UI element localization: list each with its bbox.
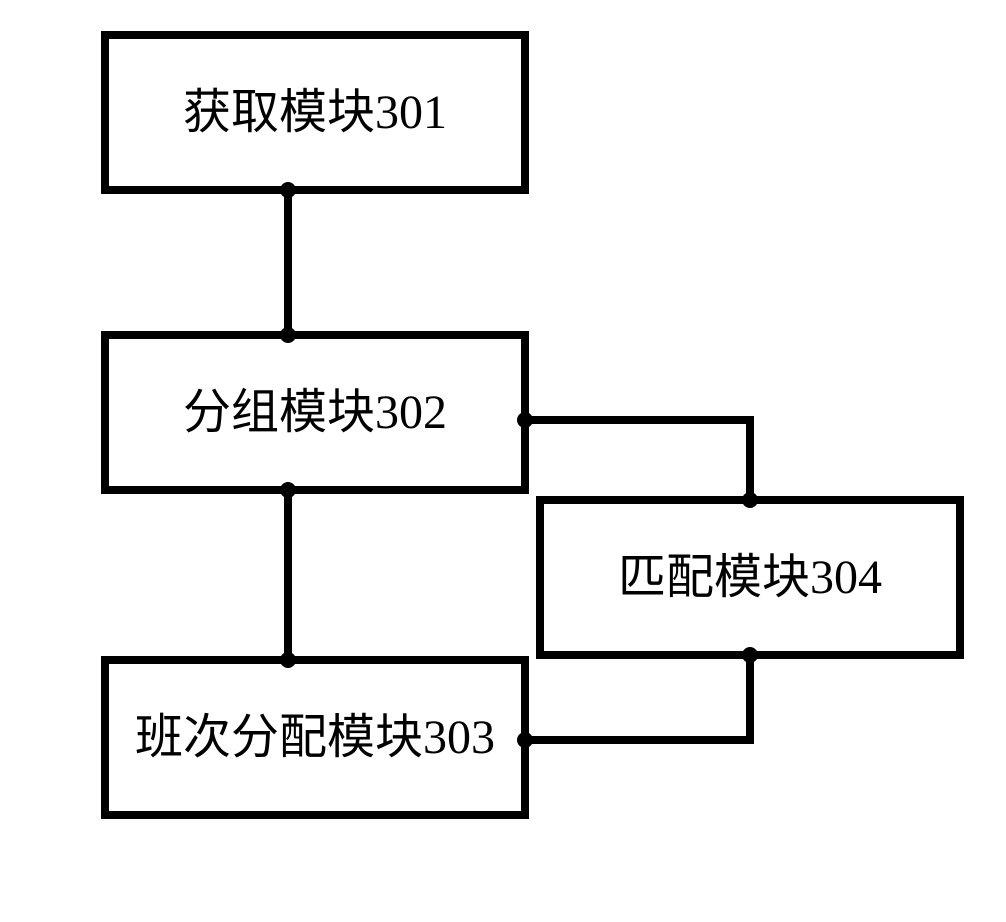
- junction-dot: [280, 182, 296, 198]
- junction-dot: [280, 652, 296, 668]
- node-n304-label: 匹配模块304: [618, 551, 882, 604]
- junction-dot: [280, 482, 296, 498]
- junction-dot: [517, 732, 533, 748]
- node-n301-label: 获取模块301: [183, 86, 447, 139]
- edge-n304-n303: [525, 655, 750, 740]
- node-n302-label: 分组模块302: [183, 386, 447, 439]
- edge-n302-n304: [525, 420, 750, 500]
- junction-dot: [280, 327, 296, 343]
- junction-dot: [742, 647, 758, 663]
- node-n303-label: 班次分配模块303: [135, 711, 495, 764]
- junction-dot: [742, 492, 758, 508]
- junction-dot: [517, 412, 533, 428]
